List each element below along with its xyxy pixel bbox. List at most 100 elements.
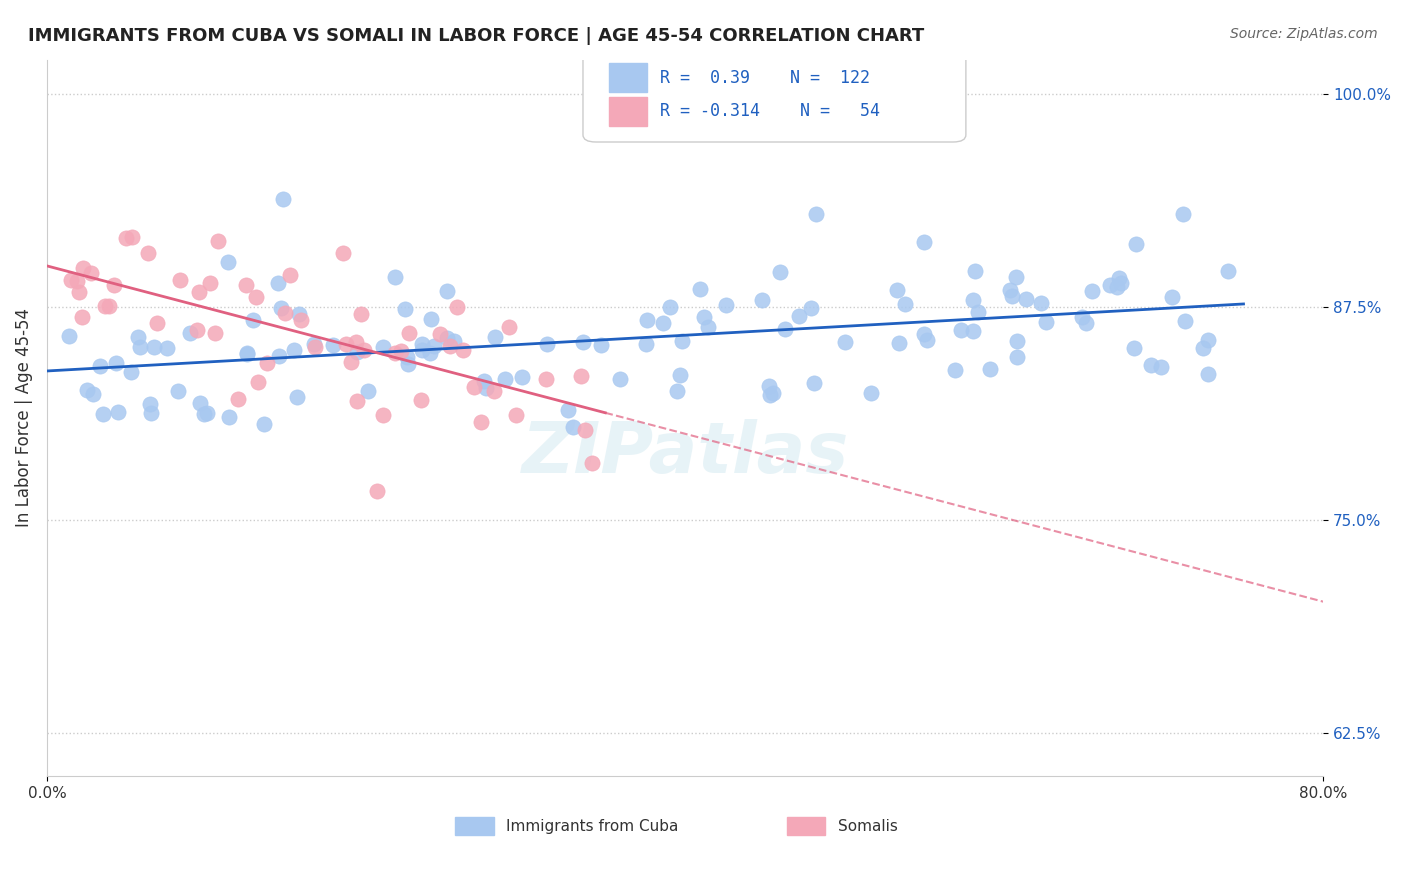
Point (247, 375, 270, 389)
Point (571, 334, 593, 349)
Point (273, 306, 295, 320)
Point (1109, 276, 1132, 290)
Point (1099, 277, 1122, 292)
Point (67, 285, 90, 299)
Point (114, 231, 136, 245)
Point (591, 338, 613, 352)
Point (207, 234, 229, 248)
Point (344, 335, 367, 350)
Point (751, 293, 773, 307)
Point (76, 383, 98, 397)
Point (773, 322, 796, 336)
Point (396, 357, 419, 371)
Point (451, 343, 474, 357)
Point (245, 290, 267, 304)
Point (290, 313, 312, 327)
Point (146, 316, 169, 330)
Point (389, 343, 412, 358)
Point (82, 387, 104, 401)
Point (302, 337, 325, 351)
Text: Somalis: Somalis (838, 819, 898, 834)
Bar (787, 817, 825, 835)
Point (787, 310, 810, 324)
Point (912, 235, 935, 250)
Point (962, 293, 984, 307)
Point (398, 326, 420, 340)
Point (80, 266, 103, 280)
Point (94, 299, 117, 313)
Point (689, 282, 711, 296)
Point (217, 254, 239, 268)
Point (697, 320, 720, 334)
Point (127, 330, 149, 344)
Point (340, 355, 363, 369)
Bar (609, 63, 647, 92)
Point (65, 274, 87, 288)
Point (139, 406, 162, 420)
Point (1031, 296, 1053, 310)
Point (443, 334, 465, 348)
Point (357, 384, 380, 399)
Point (475, 381, 498, 395)
Y-axis label: In Labor Force | Age 45-54: In Labor Force | Age 45-54 (15, 309, 32, 527)
Point (419, 312, 441, 326)
Point (943, 363, 966, 377)
Point (283, 343, 305, 357)
Point (665, 384, 688, 398)
Point (446, 300, 468, 314)
Point (498, 319, 520, 334)
Point (1005, 269, 1028, 284)
Point (769, 265, 792, 279)
Point (394, 302, 416, 317)
Point (1014, 292, 1036, 306)
Point (804, 207, 827, 221)
Point (963, 263, 986, 277)
Point (761, 386, 783, 401)
Point (139, 397, 162, 411)
Point (304, 340, 326, 354)
Point (609, 372, 631, 386)
Point (186, 323, 208, 337)
Point (1005, 351, 1028, 365)
Point (105, 356, 128, 370)
Point (142, 340, 165, 354)
Point (463, 380, 485, 394)
Point (1161, 289, 1184, 303)
Point (188, 396, 211, 410)
Point (350, 307, 373, 321)
Point (758, 388, 780, 402)
Point (950, 323, 973, 337)
Point (156, 341, 179, 355)
Point (967, 305, 990, 319)
Point (107, 405, 129, 419)
Point (187, 285, 209, 299)
FancyBboxPatch shape (583, 45, 966, 142)
Point (581, 456, 603, 470)
Point (436, 331, 458, 345)
Point (1197, 333, 1219, 347)
Point (1108, 270, 1130, 285)
Point (58, 328, 80, 343)
Point (915, 333, 938, 347)
Point (93, 407, 115, 421)
Point (1197, 367, 1219, 381)
Point (1105, 279, 1128, 293)
Point (193, 407, 215, 421)
Text: ZIPatlas: ZIPatlas (522, 419, 849, 488)
Point (800, 301, 823, 316)
Point (561, 420, 583, 434)
Point (1149, 360, 1171, 375)
Point (384, 269, 406, 284)
Point (195, 406, 218, 420)
Point (346, 393, 368, 408)
Point (758, 378, 780, 392)
Point (411, 343, 433, 358)
Text: R = -0.314    N =   54: R = -0.314 N = 54 (659, 103, 880, 120)
Point (534, 372, 557, 386)
Point (834, 334, 856, 349)
Point (505, 409, 527, 423)
Point (979, 362, 1001, 376)
Point (373, 340, 395, 354)
Point (671, 334, 693, 349)
Point (419, 346, 441, 360)
